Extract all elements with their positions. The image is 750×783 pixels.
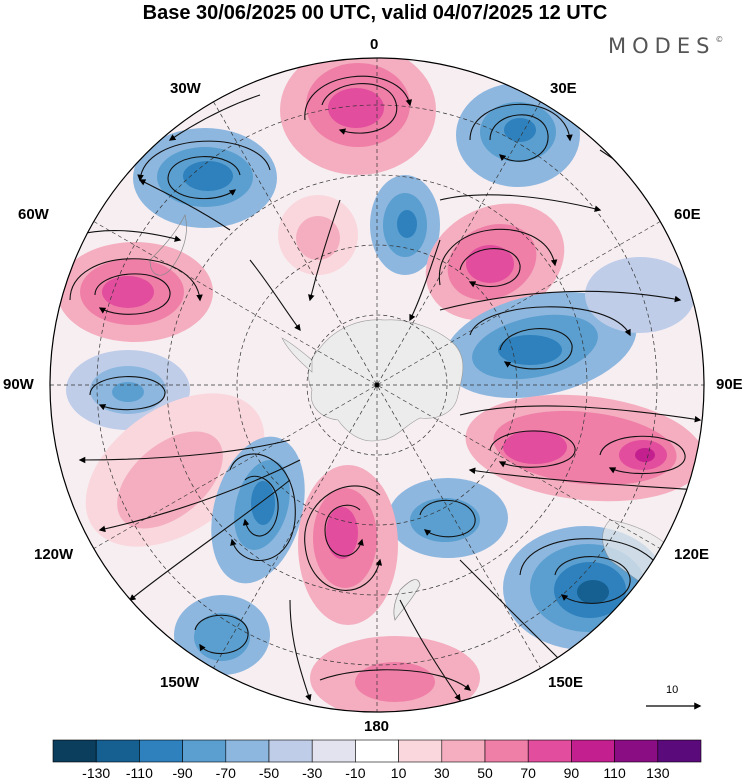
label-lon-30e: 30E (550, 80, 577, 97)
anomaly-blob (456, 83, 580, 187)
colorbar-tick-label: 110 (603, 765, 626, 781)
colorbar-swatch (311, 739, 356, 763)
colorbar-swatch (571, 739, 615, 763)
colorbar-tick-label: 10 (390, 765, 407, 781)
colorbar-swatch (95, 739, 140, 763)
label-lon-180: 180 (364, 718, 390, 735)
anomaly-blob (278, 195, 358, 275)
colorbar-swatch (527, 739, 572, 763)
colorbar-swatch (441, 739, 486, 763)
colorbar-swatch (52, 739, 97, 763)
anomaly-blob (280, 58, 436, 175)
colorbar-swatch (355, 739, 399, 763)
label-lon-60e: 60E (674, 206, 701, 223)
colorbar-tick-label: -110 (125, 765, 153, 781)
new-zealand-coast (393, 579, 421, 621)
colorbar-tick-label: -90 (172, 765, 193, 781)
anomaly-blob (388, 478, 508, 558)
map-title: Base 30/06/2025 00 UTC, valid 04/07/2025… (142, 2, 608, 24)
colorbar-tick-label: -130 (82, 765, 111, 781)
colorbar-tick-label: 90 (563, 765, 580, 781)
colorbar-tick-label: -10 (345, 765, 366, 781)
colorbar-tick-label: 70 (520, 765, 536, 781)
colorbar-swatch (182, 739, 227, 763)
label-lon-30w: 30W (170, 80, 201, 97)
colorbar-tick-label: 30 (434, 765, 450, 781)
anomaly-blob (298, 465, 398, 625)
colorbar-swatch (225, 739, 270, 763)
brand-logo: MODES© (608, 34, 723, 58)
colorbar-swatch (139, 739, 183, 763)
colorbar-tick-label: 50 (477, 765, 493, 781)
colorbar (52, 739, 702, 763)
colorbar-tick-label: -30 (302, 765, 323, 781)
label-lon-120w: 120W (34, 546, 74, 563)
colorbar-tick-label: 130 (646, 765, 670, 781)
anomaly-blob (57, 242, 213, 342)
anomaly-blob (443, 292, 637, 398)
label-lon-0: 0 (370, 36, 379, 53)
label-lon-60w: 60W (18, 206, 49, 223)
colorbar-tick-label: -50 (258, 765, 280, 781)
anomaly-field (50, 58, 704, 712)
label-lon-90w: 90W (3, 376, 34, 393)
label-lon-120e: 120E (674, 546, 710, 563)
anomaly-blob (370, 175, 440, 275)
anomaly-blob (425, 203, 565, 321)
antarctic-peninsula (281, 337, 313, 373)
colorbar-swatch (614, 739, 659, 763)
anomaly-blob (133, 128, 277, 228)
label-lon-150w: 150W (160, 674, 200, 691)
anomaly-blob (174, 595, 270, 675)
colorbar-tick-label: -70 (215, 765, 236, 781)
label-lon-150e: 150E (548, 674, 584, 691)
brand-name: MODES (608, 34, 716, 58)
brand-mark: © (715, 35, 724, 44)
south-america-tip (149, 213, 187, 276)
colorbar-swatch (268, 739, 313, 763)
colorbar-swatch (657, 739, 702, 763)
anomaly-blob (310, 636, 480, 712)
label-lon-90e: 90E (716, 376, 743, 393)
graticule (50, 58, 704, 712)
map-boundary (49, 57, 705, 713)
south-pole-marker (374, 382, 380, 388)
reference-vector-label: 10 (666, 684, 679, 696)
colorbar-swatch (398, 739, 443, 763)
colorbar-swatch (484, 739, 529, 763)
